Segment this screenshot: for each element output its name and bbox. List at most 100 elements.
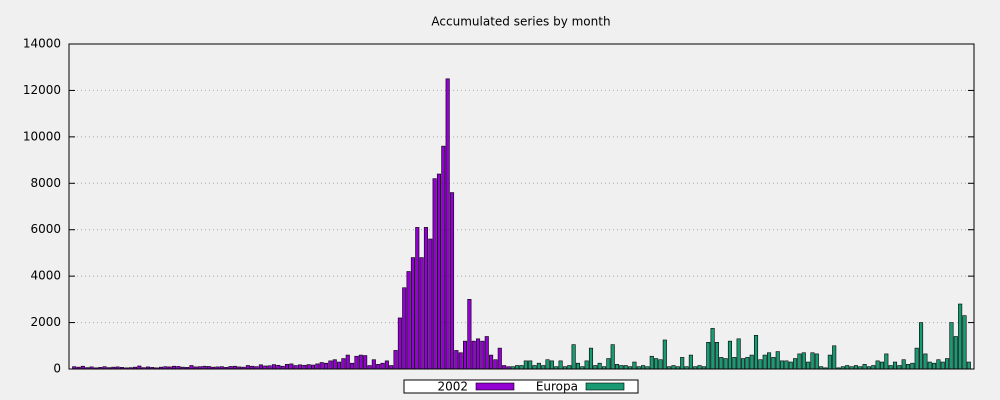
bar [415,227,420,370]
bar [688,354,693,370]
bar [428,238,433,370]
bar [884,353,889,370]
legend-swatch [585,382,625,391]
bar [697,365,702,370]
bar [814,353,819,370]
bar [762,354,767,370]
bar [393,350,398,370]
bar [423,227,428,370]
bar [588,347,594,370]
bar [827,354,832,370]
bar [558,360,563,370]
bar [745,357,750,370]
bar [749,354,754,370]
bar [315,363,320,370]
bar [567,365,572,370]
bar [901,359,906,370]
bar [276,364,281,370]
y-tick-label: 2000 [30,315,61,329]
bar [432,178,437,370]
bar [888,365,893,370]
bar [367,365,372,370]
bar [879,361,885,370]
bar [328,360,333,370]
bar [801,352,806,370]
bar [271,364,276,370]
bar [723,358,728,370]
y-tick-label: 10000 [23,129,61,143]
bar [493,359,498,370]
bar [892,361,898,370]
bar [775,351,780,370]
bar [384,360,389,370]
bar [597,362,602,370]
bar [310,364,316,370]
bar [784,360,789,370]
bar [767,352,772,370]
bar [332,359,337,370]
plot-frame [68,43,975,370]
bar [293,365,298,370]
bar [714,342,719,370]
bar [502,365,507,370]
bar [662,339,667,370]
y-tick-label: 12000 [23,83,61,97]
bar [962,315,967,370]
bar [402,287,407,370]
bar [376,364,381,370]
bar [397,317,402,370]
bar [905,364,911,370]
bar [363,355,368,370]
bar [845,365,850,370]
bar [380,362,385,370]
bar [454,350,459,370]
bar [584,360,589,370]
bar [306,364,311,370]
bar [832,345,837,370]
bar [706,342,711,370]
bar [350,362,355,370]
bar [897,365,902,370]
bar [680,357,685,370]
bar [419,257,424,370]
bar [284,364,290,370]
y-tick-label: 14000 [23,37,61,51]
bar [788,361,793,370]
bar [658,359,663,370]
bar [302,364,307,370]
bar [523,360,528,370]
bar [476,338,481,370]
bar [463,340,468,370]
bar [484,336,489,370]
bar [436,173,442,370]
bar [927,361,932,370]
bar [806,361,811,370]
bar [710,328,715,370]
bar [945,358,950,370]
legend: 2002 Europa [403,379,639,394]
bar [536,362,541,370]
y-tick-label: 8000 [30,176,61,190]
bar [458,352,463,370]
bar [810,352,815,370]
bar [480,340,485,370]
bar [489,354,494,370]
bar [780,360,785,370]
bar [875,360,880,370]
bar [519,365,524,370]
bar [245,365,250,370]
bar [649,355,654,370]
chart-title: Accumulated series by month [431,15,610,29]
legend-swatch [475,382,515,391]
bar [467,299,472,370]
bar [753,335,759,370]
bar [632,361,637,370]
bar [449,192,455,370]
bar [771,357,776,370]
bars [72,78,971,370]
bar [910,362,915,370]
bar [949,322,954,370]
bar [575,362,580,370]
bar [641,365,646,370]
